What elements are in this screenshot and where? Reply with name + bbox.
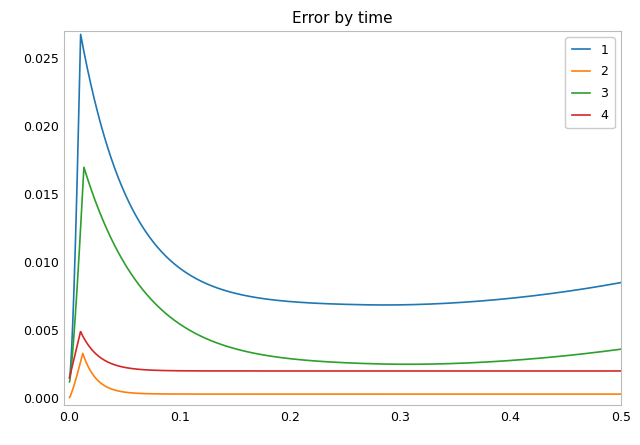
3	[192, 331, 200, 336]
3	[66, 379, 74, 384]
2	[79, 351, 86, 356]
4	[199, 368, 207, 374]
1	[82, 57, 90, 62]
2	[565, 392, 573, 397]
4	[67, 369, 75, 374]
3	[82, 170, 90, 175]
4	[565, 368, 573, 374]
3	[565, 353, 573, 358]
1	[67, 358, 75, 363]
4	[617, 368, 625, 374]
2	[82, 358, 90, 364]
4	[192, 368, 200, 373]
3	[617, 347, 625, 352]
1	[66, 375, 74, 380]
3	[80, 165, 88, 170]
Line: 1: 1	[70, 34, 621, 378]
1	[91, 99, 99, 105]
1	[199, 279, 207, 285]
2	[617, 392, 625, 397]
4	[82, 338, 90, 344]
2	[91, 375, 99, 380]
Line: 2: 2	[70, 353, 621, 397]
Line: 4: 4	[70, 332, 621, 378]
4	[91, 350, 99, 356]
2	[192, 392, 200, 397]
1	[565, 288, 573, 294]
1	[617, 280, 625, 285]
1	[77, 32, 84, 37]
Title: Error by time: Error by time	[292, 11, 393, 26]
2	[199, 392, 207, 397]
3	[199, 334, 207, 340]
Legend: 1, 2, 3, 4: 1, 2, 3, 4	[565, 37, 614, 128]
2	[67, 392, 75, 397]
3	[67, 368, 75, 373]
4	[77, 329, 84, 334]
1	[192, 276, 200, 281]
2	[66, 395, 74, 400]
3	[91, 197, 99, 202]
4	[66, 375, 74, 380]
Line: 3: 3	[70, 167, 621, 382]
